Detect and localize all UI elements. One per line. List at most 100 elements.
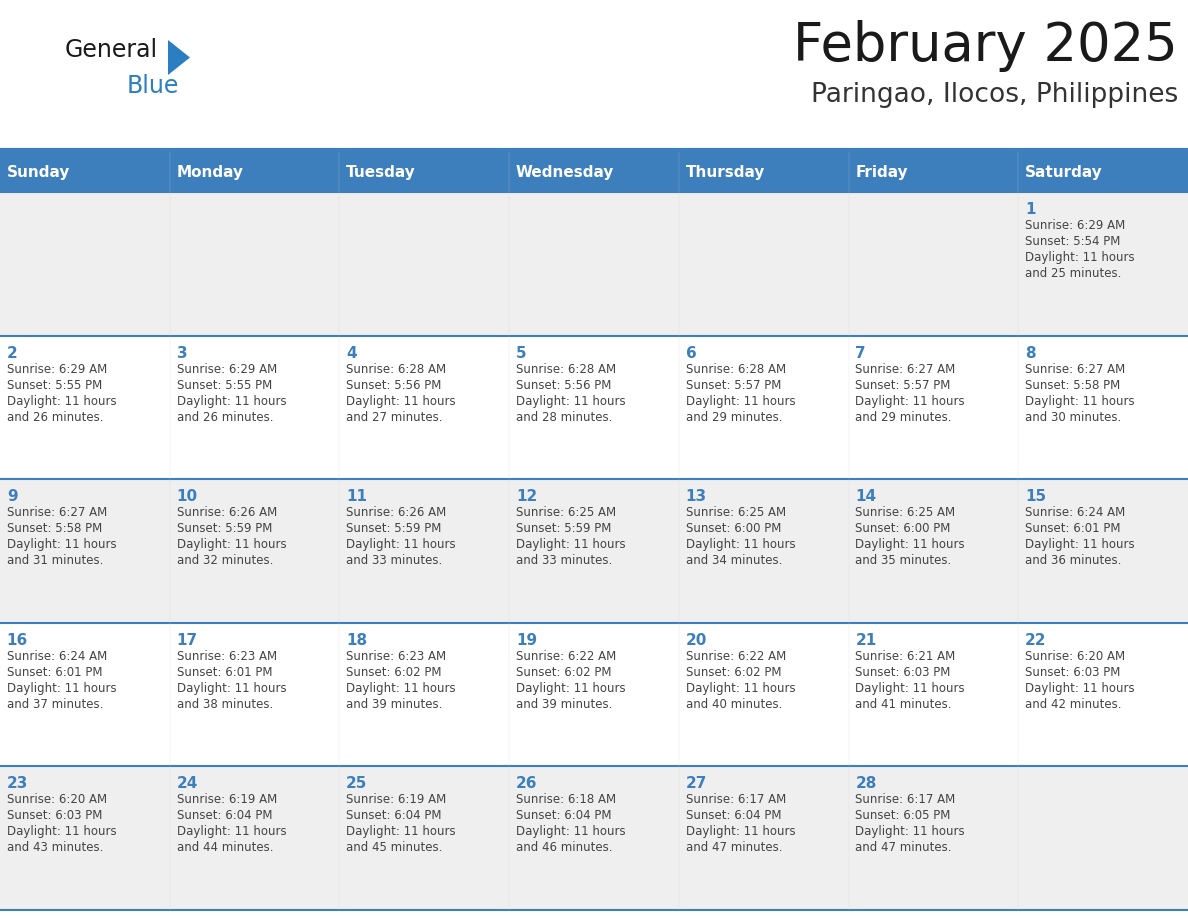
Bar [0, 192, 1188, 336]
Bar [0, 622, 1188, 767]
Text: Sunset: 6:03 PM: Sunset: 6:03 PM [855, 666, 950, 678]
Text: Sunset: 6:00 PM: Sunset: 6:00 PM [855, 522, 950, 535]
Text: Sunrise: 6:19 AM: Sunrise: 6:19 AM [346, 793, 447, 806]
Text: Sunrise: 6:27 AM: Sunrise: 6:27 AM [1025, 363, 1125, 375]
Text: Sunset: 6:03 PM: Sunset: 6:03 PM [7, 810, 102, 823]
Text: 10: 10 [177, 489, 197, 504]
Text: and 38 minutes.: and 38 minutes. [177, 698, 273, 711]
Text: 13: 13 [685, 489, 707, 504]
Text: 19: 19 [516, 633, 537, 648]
Text: Sunrise: 6:24 AM: Sunrise: 6:24 AM [1025, 506, 1125, 520]
Text: Sunday: Sunday [7, 164, 70, 180]
Text: Daylight: 11 hours: Daylight: 11 hours [346, 538, 456, 551]
Text: 17: 17 [177, 633, 197, 648]
Text: Daylight: 11 hours: Daylight: 11 hours [1025, 251, 1135, 264]
Text: and 26 minutes.: and 26 minutes. [177, 410, 273, 423]
Text: Sunrise: 6:20 AM: Sunrise: 6:20 AM [1025, 650, 1125, 663]
Text: Sunrise: 6:22 AM: Sunrise: 6:22 AM [685, 650, 786, 663]
Text: Daylight: 11 hours: Daylight: 11 hours [1025, 395, 1135, 408]
Text: Sunset: 6:01 PM: Sunset: 6:01 PM [1025, 522, 1120, 535]
Text: Sunrise: 6:25 AM: Sunrise: 6:25 AM [685, 506, 785, 520]
Text: Sunset: 6:03 PM: Sunset: 6:03 PM [1025, 666, 1120, 678]
Bar [170, 152, 340, 192]
Text: Daylight: 11 hours: Daylight: 11 hours [346, 825, 456, 838]
Text: Sunset: 5:56 PM: Sunset: 5:56 PM [516, 378, 612, 392]
Text: 5: 5 [516, 346, 526, 361]
Text: Daylight: 11 hours: Daylight: 11 hours [177, 395, 286, 408]
Text: and 36 minutes.: and 36 minutes. [1025, 554, 1121, 567]
Text: and 44 minutes.: and 44 minutes. [177, 842, 273, 855]
Text: Sunrise: 6:28 AM: Sunrise: 6:28 AM [346, 363, 447, 375]
Text: and 43 minutes.: and 43 minutes. [7, 842, 103, 855]
Text: Sunset: 6:04 PM: Sunset: 6:04 PM [516, 810, 612, 823]
Text: Sunrise: 6:21 AM: Sunrise: 6:21 AM [855, 650, 955, 663]
Text: and 45 minutes.: and 45 minutes. [346, 842, 443, 855]
Text: 28: 28 [855, 777, 877, 791]
Text: 23: 23 [7, 777, 29, 791]
Text: Sunrise: 6:23 AM: Sunrise: 6:23 AM [346, 650, 447, 663]
Text: Wednesday: Wednesday [516, 164, 614, 180]
Text: and 35 minutes.: and 35 minutes. [855, 554, 952, 567]
Bar [0, 479, 1188, 622]
Text: Daylight: 11 hours: Daylight: 11 hours [1025, 538, 1135, 551]
Text: Daylight: 11 hours: Daylight: 11 hours [516, 682, 626, 695]
Text: 18: 18 [346, 633, 367, 648]
Text: Sunrise: 6:18 AM: Sunrise: 6:18 AM [516, 793, 617, 806]
Text: 15: 15 [1025, 489, 1047, 504]
Text: Sunrise: 6:25 AM: Sunrise: 6:25 AM [516, 506, 617, 520]
Text: 11: 11 [346, 489, 367, 504]
Text: 6: 6 [685, 346, 696, 361]
Text: Monday: Monday [177, 164, 244, 180]
Text: and 28 minutes.: and 28 minutes. [516, 410, 612, 423]
Text: Sunrise: 6:26 AM: Sunrise: 6:26 AM [177, 506, 277, 520]
Text: Sunrise: 6:26 AM: Sunrise: 6:26 AM [346, 506, 447, 520]
Text: 25: 25 [346, 777, 367, 791]
Text: Daylight: 11 hours: Daylight: 11 hours [7, 538, 116, 551]
Text: Saturday: Saturday [1025, 164, 1102, 180]
Text: Sunrise: 6:24 AM: Sunrise: 6:24 AM [7, 650, 107, 663]
Bar [1018, 152, 1188, 192]
Bar [0, 152, 170, 192]
Text: Sunset: 5:55 PM: Sunset: 5:55 PM [7, 378, 102, 392]
Text: and 46 minutes.: and 46 minutes. [516, 842, 613, 855]
Text: Sunset: 6:02 PM: Sunset: 6:02 PM [685, 666, 782, 678]
Text: Sunset: 6:01 PM: Sunset: 6:01 PM [7, 666, 102, 678]
Text: Sunrise: 6:29 AM: Sunrise: 6:29 AM [7, 363, 107, 375]
Text: Paringao, Ilocos, Philippines: Paringao, Ilocos, Philippines [810, 82, 1178, 108]
Text: and 42 minutes.: and 42 minutes. [1025, 698, 1121, 711]
Text: Sunrise: 6:29 AM: Sunrise: 6:29 AM [177, 363, 277, 375]
Text: and 39 minutes.: and 39 minutes. [516, 698, 612, 711]
Text: Sunrise: 6:20 AM: Sunrise: 6:20 AM [7, 793, 107, 806]
Text: and 32 minutes.: and 32 minutes. [177, 554, 273, 567]
Text: and 31 minutes.: and 31 minutes. [7, 554, 103, 567]
Text: 3: 3 [177, 346, 188, 361]
Text: Sunset: 5:58 PM: Sunset: 5:58 PM [7, 522, 102, 535]
Text: Sunset: 6:05 PM: Sunset: 6:05 PM [855, 810, 950, 823]
Text: and 33 minutes.: and 33 minutes. [516, 554, 612, 567]
Text: and 25 minutes.: and 25 minutes. [1025, 267, 1121, 280]
Text: Sunrise: 6:29 AM: Sunrise: 6:29 AM [1025, 219, 1125, 232]
Text: and 40 minutes.: and 40 minutes. [685, 698, 782, 711]
Text: and 29 minutes.: and 29 minutes. [685, 410, 782, 423]
Text: Sunrise: 6:28 AM: Sunrise: 6:28 AM [516, 363, 617, 375]
Text: Sunrise: 6:17 AM: Sunrise: 6:17 AM [855, 793, 955, 806]
Text: General: General [65, 38, 158, 62]
Text: Sunset: 6:02 PM: Sunset: 6:02 PM [516, 666, 612, 678]
Text: Sunrise: 6:27 AM: Sunrise: 6:27 AM [855, 363, 955, 375]
Text: and 34 minutes.: and 34 minutes. [685, 554, 782, 567]
Text: Daylight: 11 hours: Daylight: 11 hours [516, 395, 626, 408]
Text: Sunset: 6:01 PM: Sunset: 6:01 PM [177, 666, 272, 678]
Text: Daylight: 11 hours: Daylight: 11 hours [855, 682, 965, 695]
Text: 7: 7 [855, 346, 866, 361]
Text: Sunset: 5:57 PM: Sunset: 5:57 PM [855, 378, 950, 392]
Text: 16: 16 [7, 633, 29, 648]
Text: Sunset: 6:00 PM: Sunset: 6:00 PM [685, 522, 781, 535]
Bar [510, 152, 678, 192]
Text: 20: 20 [685, 633, 707, 648]
Bar [0, 767, 1188, 910]
Text: Sunrise: 6:19 AM: Sunrise: 6:19 AM [177, 793, 277, 806]
Text: Daylight: 11 hours: Daylight: 11 hours [7, 395, 116, 408]
Bar [340, 152, 510, 192]
Text: Sunrise: 6:22 AM: Sunrise: 6:22 AM [516, 650, 617, 663]
Text: Daylight: 11 hours: Daylight: 11 hours [7, 682, 116, 695]
